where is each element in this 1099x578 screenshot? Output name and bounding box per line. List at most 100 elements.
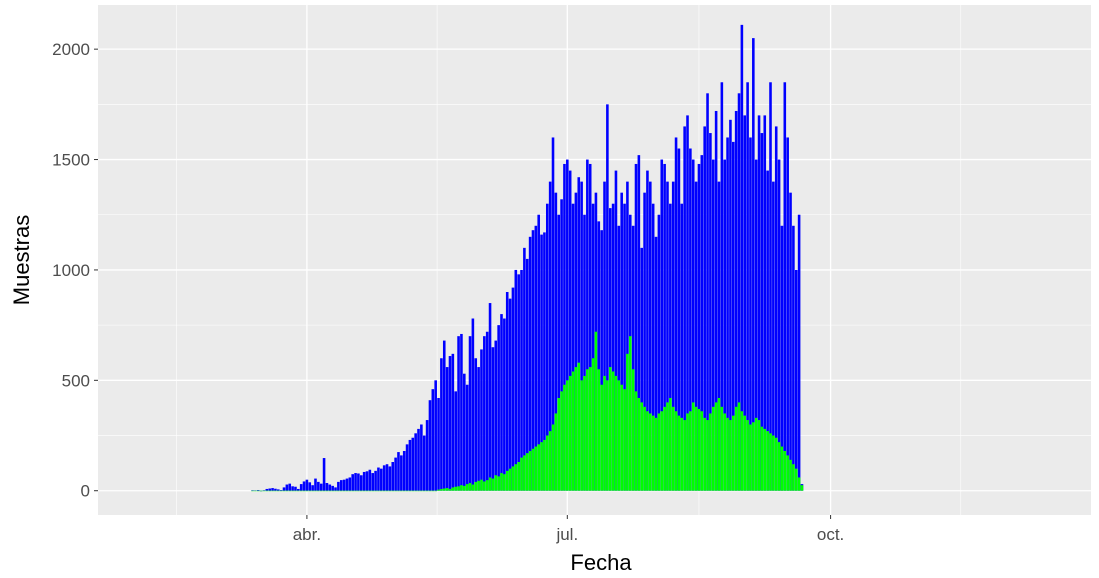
bar-series-2 <box>608 367 612 491</box>
bar-series-1 <box>726 137 729 491</box>
bar-series-2 <box>614 375 618 491</box>
y-tick-label: 500 <box>62 371 90 390</box>
bar-series-2 <box>351 490 354 492</box>
x-tick-label: abr. <box>293 525 321 544</box>
bar-series-1 <box>503 318 506 491</box>
bar-series-2 <box>505 470 509 491</box>
bar-series-1 <box>694 181 698 491</box>
bar-series-1 <box>351 474 354 491</box>
bar-series-1 <box>508 298 512 491</box>
bar-series-1 <box>657 214 661 491</box>
bar-series-1 <box>717 181 721 491</box>
bar-series-1 <box>431 389 435 491</box>
bar-series-1 <box>757 115 761 491</box>
bar-series-2 <box>420 490 423 492</box>
bar-series-2 <box>408 490 412 492</box>
bar-series-2 <box>388 490 392 492</box>
bar-series-1 <box>362 471 366 491</box>
bar-series-2 <box>583 375 586 491</box>
bar-series-2 <box>294 490 297 492</box>
bar-series-2 <box>760 426 764 491</box>
bar-series-1 <box>357 473 360 491</box>
bar-series-1 <box>706 93 709 491</box>
bar-series-2 <box>397 490 400 492</box>
bar-series-2 <box>285 490 289 492</box>
bar-series-1 <box>425 420 429 491</box>
bar-series-1 <box>279 490 283 491</box>
bar-series-1 <box>460 333 463 491</box>
bar-series-2 <box>754 417 758 491</box>
bar-series-1 <box>288 483 292 491</box>
bar-series-1 <box>557 214 561 491</box>
bar-series-1 <box>422 435 426 491</box>
bar-series-1 <box>777 159 781 491</box>
bar-series-2 <box>777 442 781 491</box>
bar-series-1 <box>677 148 681 491</box>
bar-series-1 <box>322 458 326 491</box>
bar-series-1 <box>620 192 623 491</box>
bar-series-1 <box>380 468 383 491</box>
bar-series-2 <box>271 490 274 492</box>
bar-series-2 <box>405 490 409 492</box>
bar-series-2 <box>494 475 498 491</box>
bar-series-2 <box>448 488 452 491</box>
bar-series-1 <box>591 203 595 491</box>
bar-series-1 <box>626 181 629 491</box>
y-axis-title: Muestras <box>9 215 34 305</box>
bar-series-2 <box>503 474 506 491</box>
bar-series-1 <box>400 455 403 491</box>
bar-series-2 <box>265 490 269 492</box>
bar-series-2 <box>411 490 415 492</box>
bar-series-1 <box>714 110 718 491</box>
bar-series-2 <box>623 389 626 491</box>
bar-series-2 <box>743 415 747 491</box>
bar-series-2 <box>520 457 523 491</box>
bar-series-1 <box>331 485 334 491</box>
bar-series-1 <box>611 203 615 491</box>
bar-series-1 <box>465 384 469 491</box>
bar-series-1 <box>586 159 589 491</box>
bar-series-1 <box>319 483 323 491</box>
bar-series-1 <box>660 159 664 491</box>
bar-series-2 <box>646 411 649 491</box>
bar-series-2 <box>382 490 386 492</box>
bar-series-2 <box>697 409 701 491</box>
bar-series-2 <box>594 331 598 491</box>
bar-series-1 <box>780 225 784 491</box>
bar-series-1 <box>772 181 775 491</box>
bar-series-1 <box>649 181 652 491</box>
bar-series-1 <box>471 318 475 491</box>
bar-series-1 <box>262 490 266 491</box>
bar-series-2 <box>680 417 684 491</box>
bar-series-2 <box>631 369 635 491</box>
bar-series-2 <box>391 490 395 492</box>
bar-series-2 <box>483 481 486 491</box>
bar-series-1 <box>520 269 523 491</box>
bar-series-1 <box>302 481 306 491</box>
bar-series-2 <box>548 431 552 491</box>
bar-series-2 <box>674 411 678 491</box>
bar-series-1 <box>437 397 440 491</box>
bar-series-1 <box>643 192 646 491</box>
bar-series-1 <box>686 115 689 491</box>
bar-series-2 <box>574 367 578 491</box>
bar-series-2 <box>749 424 752 491</box>
bar-series-1 <box>440 358 443 491</box>
bar-series-1 <box>571 203 575 491</box>
bar-series-2 <box>465 484 469 491</box>
bar-series-1 <box>420 424 423 491</box>
bar-series-1 <box>723 159 726 491</box>
bar-series-2 <box>325 490 329 492</box>
bar-series-2 <box>626 353 629 491</box>
bar-series-1 <box>703 126 706 491</box>
bar-series-1 <box>402 450 406 491</box>
bar-series-1 <box>666 181 669 491</box>
bar-series-2 <box>677 415 681 491</box>
bar-series-1 <box>488 303 492 491</box>
bar-series-1 <box>382 465 386 491</box>
bar-series-2 <box>769 433 772 491</box>
bar-series-1 <box>760 133 764 491</box>
bar-series-2 <box>297 490 300 492</box>
bar-series-1 <box>663 163 666 491</box>
